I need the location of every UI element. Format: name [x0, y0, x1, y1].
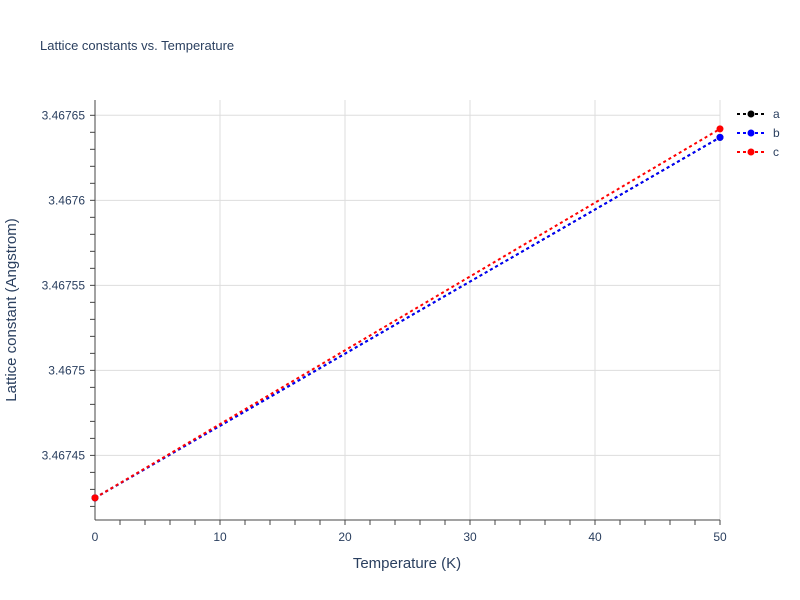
legend-label-c: c	[773, 145, 779, 159]
minor-ticks	[90, 114, 721, 525]
legend[interactable]: abc	[737, 107, 780, 159]
legend-label-a: a	[773, 107, 780, 121]
y-tick-label: 3.46765	[42, 108, 86, 122]
legend-marker-b	[747, 129, 755, 137]
tick-labels: 0 10 20 30 40 50 3.46745 3.4675 3.46755 3.4676 3.4…	[42, 108, 727, 544]
legend-item-b[interactable]: b	[737, 126, 780, 140]
legend-marker-a	[747, 110, 755, 118]
y-tick-label: 3.4676	[48, 193, 85, 207]
x-tick-label: 40	[588, 530, 602, 544]
data-point-c	[91, 494, 99, 502]
y-tick-label: 3.46755	[42, 278, 86, 292]
x-tick-label: 30	[463, 530, 477, 544]
series-c	[91, 125, 724, 502]
legend-item-c[interactable]: c	[737, 145, 779, 159]
x-tick-label: 0	[92, 530, 99, 544]
x-tick-label: 50	[713, 530, 727, 544]
x-tick-label: 20	[338, 530, 352, 544]
series-layer	[91, 125, 724, 502]
y-tick-label: 3.46745	[42, 448, 86, 462]
legend-label-b: b	[773, 126, 780, 140]
chart-title: Lattice constants vs. Temperature	[40, 38, 234, 53]
x-axis-title: Temperature (K)	[353, 555, 461, 572]
data-point-b	[716, 133, 724, 141]
y-axis-title: Lattice constant (Angstrom)	[3, 218, 20, 401]
legend-marker-c	[747, 148, 755, 156]
series-line-b	[94, 136, 721, 499]
y-tick-label: 3.4675	[48, 363, 85, 377]
legend-item-a[interactable]: a	[737, 107, 780, 121]
grid-layer	[95, 100, 721, 520]
x-tick-label: 10	[213, 530, 227, 544]
data-point-c	[716, 125, 724, 133]
series-line-c	[94, 128, 721, 499]
